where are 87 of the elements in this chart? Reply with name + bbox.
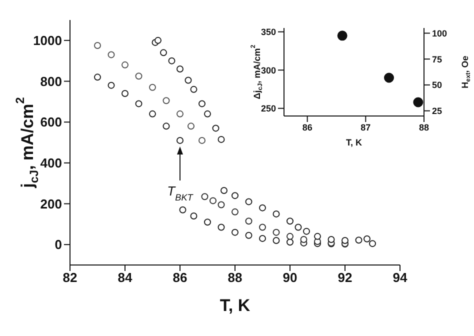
point xyxy=(259,224,266,231)
point xyxy=(94,74,101,81)
point xyxy=(218,136,225,143)
point xyxy=(232,192,238,200)
point xyxy=(198,136,206,144)
y-tick-label: 600 xyxy=(40,114,62,130)
point xyxy=(212,124,220,132)
y2-tick-label: 100 xyxy=(432,28,448,38)
point xyxy=(149,110,156,118)
point xyxy=(232,228,238,236)
point xyxy=(168,57,176,64)
y-tick-label: 1000 xyxy=(33,33,62,48)
y-tick-label: 200 xyxy=(40,196,62,212)
point xyxy=(135,100,142,108)
point xyxy=(149,84,156,91)
point xyxy=(204,110,211,118)
point xyxy=(384,72,394,83)
x-tick-label: 94 xyxy=(392,270,408,286)
point xyxy=(198,100,206,108)
x-axis-title: T, K xyxy=(346,138,362,148)
point xyxy=(328,236,335,243)
point xyxy=(259,234,266,242)
point xyxy=(286,238,294,246)
point xyxy=(337,30,348,41)
point xyxy=(184,76,192,84)
point xyxy=(162,122,170,130)
point xyxy=(108,51,115,58)
point xyxy=(245,232,252,239)
point xyxy=(154,36,162,44)
y2-tick-label: 50 xyxy=(432,80,442,90)
point xyxy=(355,236,362,244)
x-tick-label: 86 xyxy=(302,122,312,132)
annotation: T$_{BKT}$ xyxy=(167,183,194,202)
point xyxy=(232,208,238,216)
x-tick-label: 88 xyxy=(418,122,430,132)
y2-tick-label: 25 xyxy=(432,106,442,116)
x-tick-label: 87 xyxy=(360,122,371,132)
y-tick-label: 250 xyxy=(260,104,276,114)
point xyxy=(364,235,370,242)
point xyxy=(204,218,211,226)
point xyxy=(369,240,376,248)
point xyxy=(122,61,128,68)
point xyxy=(272,237,280,244)
point xyxy=(272,210,280,218)
point xyxy=(218,201,225,208)
point xyxy=(259,204,266,212)
point xyxy=(303,228,310,235)
point xyxy=(245,218,252,225)
point xyxy=(286,232,294,240)
point xyxy=(272,228,280,236)
y-tick-label: 350 xyxy=(260,27,276,38)
point xyxy=(108,82,115,89)
point xyxy=(220,186,228,194)
x-tick-label: 90 xyxy=(282,270,298,286)
x-tick-label: 88 xyxy=(228,270,242,286)
x-tick-label: 84 xyxy=(118,270,133,286)
point xyxy=(135,72,142,80)
point xyxy=(218,224,225,231)
y2-tick-label: 75 xyxy=(432,54,442,64)
point xyxy=(314,232,321,240)
point xyxy=(94,42,101,50)
point xyxy=(176,110,184,118)
point xyxy=(286,218,294,225)
point xyxy=(210,197,216,204)
y-tick-label: 300 xyxy=(260,65,276,76)
y-tick-label: 800 xyxy=(40,74,62,89)
point xyxy=(122,90,128,97)
point xyxy=(176,66,184,72)
x-tick-label: 86 xyxy=(172,270,188,286)
point xyxy=(300,236,308,243)
x-tick-label: 82 xyxy=(62,270,78,286)
point xyxy=(190,86,198,93)
point xyxy=(190,212,198,220)
point xyxy=(188,122,194,130)
x-axis-title: T, K xyxy=(220,295,251,314)
point xyxy=(342,237,348,244)
point xyxy=(245,198,252,206)
point xyxy=(294,224,302,231)
point xyxy=(162,97,170,104)
point xyxy=(176,136,184,144)
x-tick-label: 92 xyxy=(338,270,352,286)
point xyxy=(160,49,167,56)
point xyxy=(413,97,424,108)
point xyxy=(179,206,186,214)
y-tick-label: 400 xyxy=(40,156,62,171)
point xyxy=(201,193,208,200)
y-tick-label: 0 xyxy=(54,237,62,252)
